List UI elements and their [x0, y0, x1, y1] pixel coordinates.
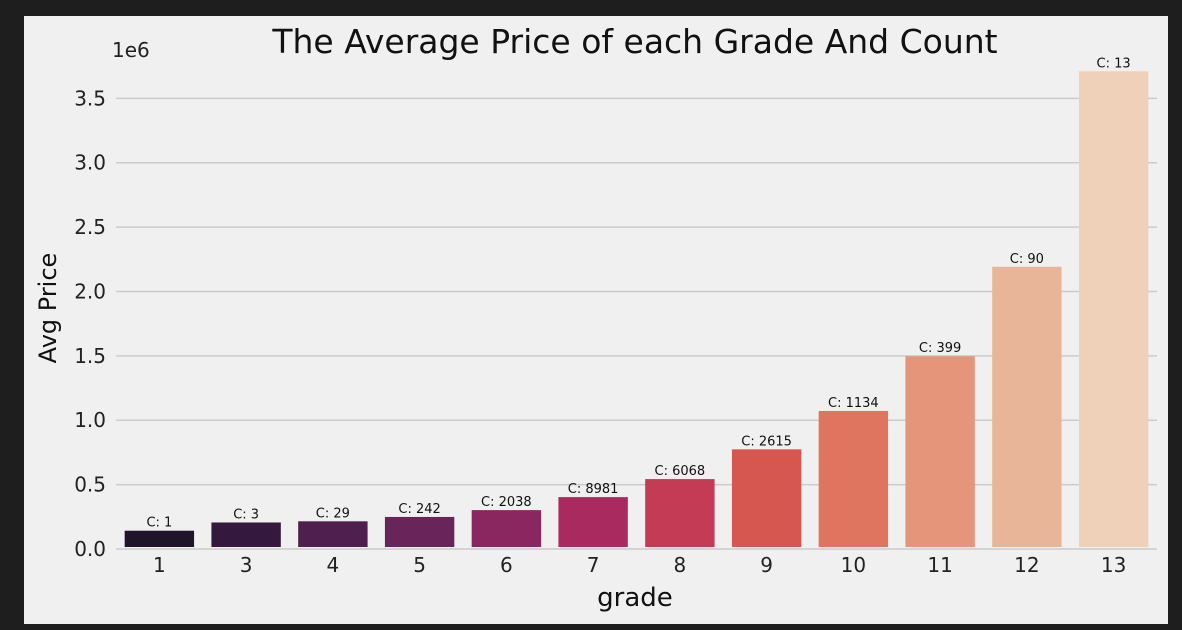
x-tick-label: 3 — [240, 553, 253, 577]
y-tick-label: 3.5 — [74, 86, 106, 110]
x-tick-label: 1 — [153, 553, 166, 577]
y-tick-label: 0.0 — [74, 537, 106, 561]
y-tick-label: 0.5 — [74, 473, 106, 497]
bar-count-label: C: 399 — [919, 341, 961, 356]
x-tick-label: 9 — [760, 553, 773, 577]
bar-count-label: C: 2038 — [481, 495, 532, 510]
bar-count-label: C: 8981 — [568, 482, 619, 497]
bars-layer — [124, 71, 1149, 548]
x-tick-label: 7 — [587, 553, 600, 577]
bar-count-label: C: 1134 — [828, 396, 879, 411]
x-tick-label: 10 — [841, 553, 866, 577]
bar-grade-11 — [905, 356, 975, 547]
bar-count-label: C: 1 — [146, 516, 172, 531]
x-axis-label: grade — [597, 583, 673, 613]
bar-grade-4 — [298, 521, 368, 547]
x-tick-labels: 1 3 4 5 6 7 8 9 10 11 12 13 — [153, 553, 1126, 577]
y-tick-labels: 0.0 0.5 1.0 1.5 2.0 2.5 3.0 3.5 — [74, 86, 106, 561]
bar-grade-13 — [1078, 71, 1149, 548]
bar-grade-5 — [384, 516, 455, 547]
bar-grade-8 — [645, 479, 715, 547]
y-axis-offset-label: 1e6 — [112, 38, 150, 62]
x-tick-label: 6 — [500, 553, 513, 577]
labels-layer: C: 1 C: 3 C: 29 C: 242 C: 2038 C: 8981 C: 6068… — [146, 56, 1130, 530]
bar-count-label: C: 3 — [233, 507, 259, 522]
bar-grade-9 — [731, 449, 802, 547]
bar-count-label: C: 6068 — [655, 464, 706, 479]
x-tick-label: 12 — [1014, 553, 1039, 577]
bar-count-label: C: 13 — [1097, 56, 1131, 71]
x-tick-label: 11 — [927, 553, 952, 577]
chart-title: The Average Price of each Grade And Coun… — [271, 22, 997, 61]
bar-count-label: C: 29 — [316, 506, 350, 521]
y-tick-label: 3.0 — [74, 151, 106, 175]
bar-grade-10 — [818, 410, 889, 547]
x-tick-label: 4 — [327, 553, 340, 577]
x-tick-label: 13 — [1101, 553, 1126, 577]
y-tick-label: 2.5 — [74, 215, 106, 239]
bar-grade-3 — [211, 522, 281, 547]
x-tick-label: 8 — [674, 553, 687, 577]
bar-count-label: C: 90 — [1010, 252, 1044, 267]
y-tick-label: 1.0 — [74, 408, 106, 432]
x-tick-label: 5 — [413, 553, 426, 577]
bar-grade-1 — [124, 530, 195, 547]
bar-grade-12 — [992, 266, 1062, 547]
bar-count-label: C: 2615 — [741, 434, 792, 449]
bar-grade-7 — [558, 497, 628, 547]
bar-grade-6 — [471, 510, 542, 547]
y-tick-label: 1.5 — [74, 344, 106, 368]
y-axis-label: Avg Price — [34, 253, 62, 364]
grid-layer — [116, 97, 1157, 550]
bar-count-label: C: 242 — [398, 502, 440, 517]
y-tick-label: 2.0 — [74, 279, 106, 303]
